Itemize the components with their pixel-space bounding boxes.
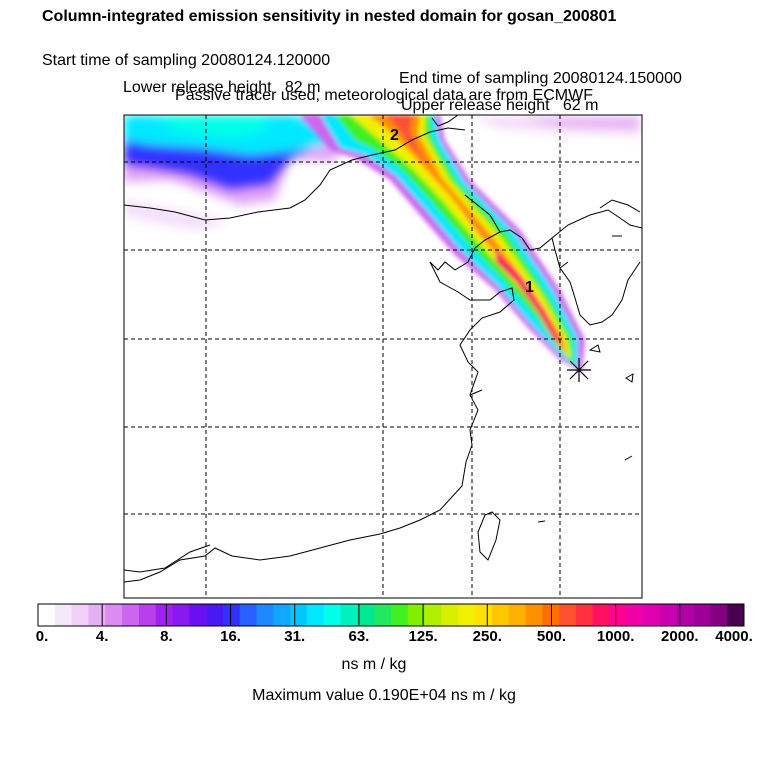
lat-lon-grid [124,115,642,598]
colorbar-swatch [475,604,493,626]
colorbar-tick-label: 2000. [661,628,699,645]
colorbar-swatch [105,604,123,626]
colorbar-swatch [122,604,140,626]
colorbar-swatch [441,604,459,626]
upper-release-height-label: Upper release height 62 m [401,97,599,114]
trajectory-marker-2: 2 [390,127,399,144]
colorbar-swatch [222,604,241,626]
colorbar-swatch [323,604,341,626]
colorbar-tick-label: 500. [536,628,567,645]
colorbar-tick-label: 31. [284,628,306,645]
colorbar-swatch [424,604,442,626]
colorbar-swatch [659,604,678,626]
colorbar-swatch [391,604,409,626]
colorbar-swatch [38,604,56,626]
start-time-label: Start time of sampling 20080124.120000 [42,52,331,69]
colorbar-swatch [693,604,711,626]
colorbar-swatch [643,604,661,626]
colorbar-swatch [626,604,644,626]
colorbar-tick-label: 125. [408,628,438,645]
colorbar [37,603,745,627]
colorbar-swatch [458,604,476,626]
colorbar-swatch [592,604,610,626]
colorbar-swatch [155,604,173,626]
colorbar-swatch [189,604,207,626]
colorbar-swatch [575,604,594,626]
colorbar-tick-label: 4. [95,628,109,645]
colorbar-swatch [676,604,694,626]
tracer-note: Passive tracer used, meteorological data… [175,87,593,104]
colorbar-swatch [88,604,106,626]
map-frame [123,114,643,599]
colorbar-swatch [407,604,425,626]
colorbar-swatch [71,604,89,626]
colorbar-swatch [273,604,291,626]
coastlines [124,115,642,583]
colorbar-swatch [559,604,577,626]
colorbar-swatch [206,604,224,626]
colorbar-swatch [491,604,509,626]
colorbar-swatch [54,604,72,626]
colorbar-swatch [239,604,257,626]
colorbar-tick-label: 63. [348,628,370,645]
colorbar-tick-label: 4000. [715,628,753,645]
trajectory-marker-1: 1 [525,279,534,296]
colorbar-swatch [357,604,375,626]
plume-field [124,115,640,372]
colorbar-swatch [508,604,526,626]
colorbar-swatch [340,604,358,626]
colorbar-tick-label: 8. [160,628,173,645]
colorbar-swatch [138,604,156,626]
plot-title: Column-integrated emission sensitivity i… [42,8,617,25]
colorbar-tick-label: 250. [472,628,502,645]
colorbar-tick-label: 1000. [596,628,635,645]
colorbar-swatch [306,604,325,626]
colorbar-swatch [172,604,190,626]
maximum-value-label: Maximum value 0.190E+04 ns m / kg [252,687,516,704]
colorbar-swatch [710,604,728,626]
colorbar-units: ns m / kg [341,656,407,673]
colorbar-swatch [256,604,274,626]
release-point-icon [567,358,591,382]
colorbar-tick-label: 16. [220,628,241,645]
sampling-time-row: Start time of sampling 20080124.120000 E… [0,34,768,88]
colorbar-swatch [542,604,560,626]
colorbar-swatch [727,604,745,626]
end-time-label: End time of sampling 20080124.150000 [399,70,682,87]
colorbar-swatch [525,604,543,626]
colorbar-tick-label: 0. [35,628,49,645]
colorbar-swatch [374,604,392,626]
colorbar-swatch [609,604,627,626]
colorbar-frame [37,603,745,627]
lower-release-height-label: Lower release height 82 m [123,79,321,96]
colorbar-swatch [290,604,308,626]
release-height-row: Lower release height 82 m Upper release … [0,61,768,115]
